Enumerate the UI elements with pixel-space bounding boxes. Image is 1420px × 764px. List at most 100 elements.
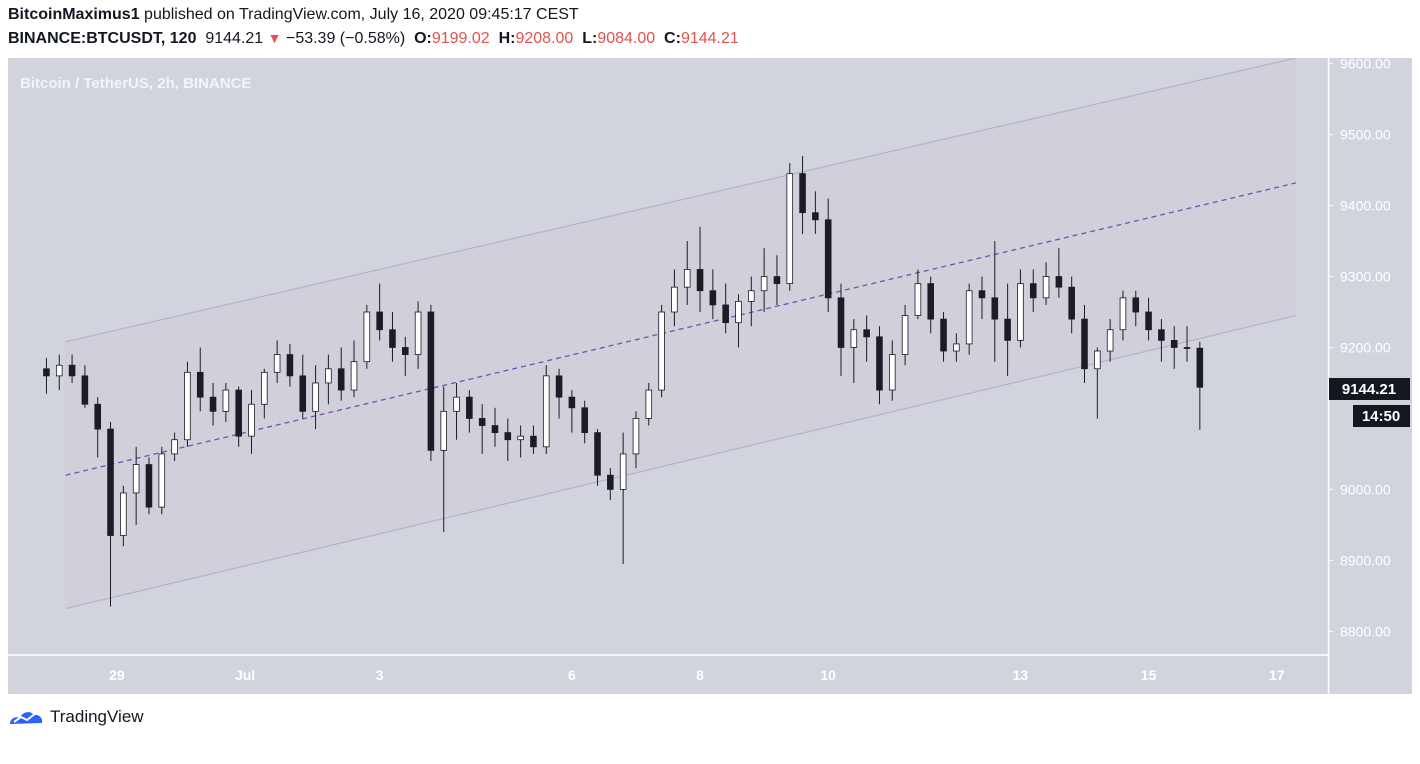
channel-midline[interactable] (65, 182, 1297, 476)
candle (325, 354, 332, 405)
candle (466, 390, 473, 433)
candle-body-down (196, 371, 204, 398)
candle-body-down (1029, 283, 1037, 299)
candle-body-up (120, 492, 127, 536)
price-chart[interactable]: 9600.00 9500.00 9400.00 9300.00 9200.00 9000.… (8, 56, 1412, 694)
candle (1145, 297, 1152, 341)
price-change: −53.39 (−0.58%) (285, 30, 406, 47)
candle (55, 354, 63, 391)
candle-body-up (786, 173, 794, 285)
candle-body-down (1170, 339, 1178, 348)
price-tick-label: 9200.00 (1340, 339, 1391, 355)
candle (491, 407, 499, 447)
candle (786, 163, 794, 291)
price-ticks: 9600.00 9500.00 9400.00 9300.00 9200.00 9000.… (1328, 56, 1391, 639)
candle (401, 336, 409, 376)
candle (1094, 347, 1101, 419)
price-axis[interactable] (1328, 58, 1412, 654)
candle-body-up (645, 389, 653, 419)
candle-body-up (55, 364, 63, 377)
candle (914, 269, 922, 320)
candle (158, 446, 166, 515)
candle-body-down (427, 311, 435, 451)
candle-body-down (594, 432, 601, 476)
tradingview-footer[interactable]: TradingView (8, 706, 144, 728)
last-price-badge: 9144.21 (1329, 378, 1410, 400)
candle (619, 432, 627, 564)
candle-body-down (504, 432, 512, 441)
candle (132, 446, 140, 525)
time-ticks: 29 Jul 3 6 8 10 13 15 17 (109, 667, 1285, 683)
candle (735, 294, 742, 348)
candle-body-up (1094, 350, 1101, 370)
time-tick-label: 10 (820, 667, 836, 683)
candle (1042, 262, 1050, 305)
parallel-channel[interactable] (65, 57, 1297, 610)
candle-body-down (81, 375, 89, 405)
candle (555, 368, 563, 419)
price-tick-label: 9600.00 (1340, 58, 1391, 72)
channel-upper-line[interactable] (65, 57, 1297, 343)
down-triangle-icon: ▼ (267, 30, 282, 46)
countdown-badge-text: 14:50 (1362, 408, 1400, 425)
candle-body-down (824, 219, 832, 299)
high-value: 9208.00 (515, 30, 574, 47)
candle (594, 429, 601, 486)
candle (120, 485, 127, 547)
time-tick-label: 13 (1013, 667, 1029, 683)
candle (427, 304, 435, 462)
candle (68, 354, 76, 383)
candle (184, 361, 191, 447)
time-tick-label: 8 (696, 667, 704, 683)
candle-body-up (735, 300, 742, 324)
candle (876, 326, 883, 405)
candles (43, 155, 1204, 607)
price-tick-label: 9500.00 (1340, 127, 1391, 143)
candle-body-down (568, 396, 576, 409)
candle-body-down (837, 297, 845, 348)
candle (863, 315, 870, 362)
candle (1119, 290, 1127, 341)
candle-body-up (914, 283, 922, 316)
channel-lower-line[interactable] (65, 314, 1297, 610)
candle (978, 276, 986, 320)
candle-body-up (158, 453, 166, 508)
symbol-label[interactable]: BINANCE:BTCUSDT, 120 (8, 30, 197, 47)
candle (1068, 276, 1075, 334)
candle-body-up (760, 276, 768, 292)
candle-body-up (517, 435, 524, 441)
candle-body-down (1145, 311, 1152, 331)
candle (94, 397, 101, 458)
candle (363, 304, 371, 369)
candle (799, 155, 806, 234)
candle-body-up (350, 361, 358, 391)
candle-body-down (1158, 329, 1165, 341)
candle-body-down (876, 336, 883, 391)
candle (1029, 269, 1037, 313)
ohlc-line: BINANCE:BTCUSDT, 120 9144.21 ▼ −53.39 (−… (8, 30, 739, 48)
candle (107, 421, 114, 607)
candle (991, 241, 999, 362)
candle-body-down (145, 464, 153, 508)
time-tick-label: Jul (235, 667, 255, 683)
candle (850, 319, 858, 383)
candle-body-up (632, 418, 640, 455)
candle (696, 226, 704, 313)
candle (888, 340, 896, 401)
candle (478, 404, 486, 454)
candle (1004, 283, 1011, 376)
chart-container[interactable]: 9600.00 9500.00 9400.00 9300.00 9200.00 9000.… (8, 56, 1412, 694)
candle (709, 269, 717, 320)
candle-body-down (107, 428, 114, 536)
candle (837, 283, 845, 376)
time-tick-label: 6 (568, 667, 576, 683)
author-name[interactable]: BitcoinMaximus1 (8, 6, 140, 23)
candle (824, 198, 832, 313)
candle-body-down (581, 407, 588, 434)
time-axis[interactable] (8, 654, 1412, 694)
candle-body-down (337, 368, 345, 391)
candle (568, 390, 576, 433)
candle-body-down (1004, 318, 1011, 341)
candle-body-up (542, 375, 550, 448)
candle-body-down (978, 290, 986, 299)
